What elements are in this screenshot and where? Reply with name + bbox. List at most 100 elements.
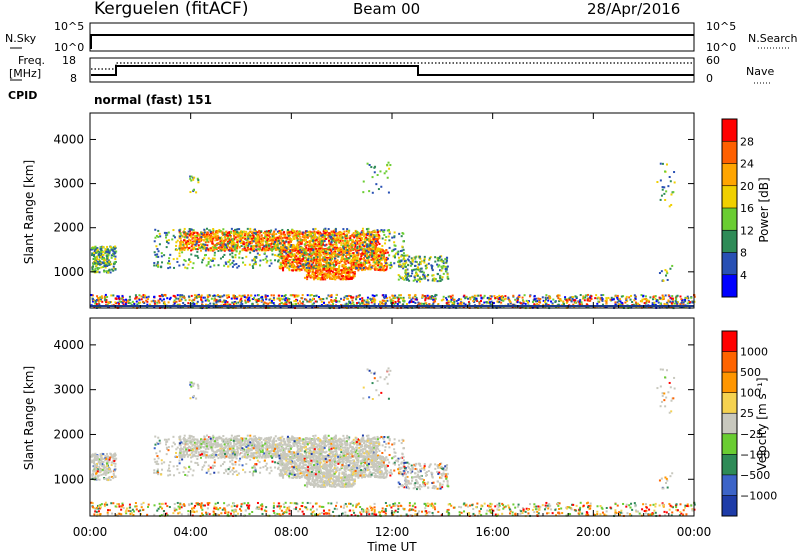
range-cell xyxy=(259,246,262,249)
range-cell xyxy=(379,300,382,303)
range-cell xyxy=(297,244,300,247)
range-cell xyxy=(403,262,406,265)
range-cell xyxy=(349,255,352,258)
range-cell xyxy=(154,236,157,239)
range-cell xyxy=(441,267,444,270)
range-cell xyxy=(214,246,217,249)
range-cell xyxy=(323,236,326,239)
range-cell xyxy=(375,243,378,246)
range-cell xyxy=(349,237,352,240)
range-cell xyxy=(335,293,338,296)
range-cell xyxy=(283,256,286,259)
range-cell xyxy=(281,265,284,268)
range-cell xyxy=(421,296,424,299)
range-cell xyxy=(228,240,231,243)
range-cell xyxy=(419,267,422,270)
range-cell xyxy=(274,246,277,249)
range-cell xyxy=(276,243,279,246)
range-cell xyxy=(641,300,644,303)
range-cell xyxy=(190,294,193,297)
range-cell xyxy=(349,239,352,242)
range-cell xyxy=(330,270,333,273)
range-cell xyxy=(363,263,366,266)
range-cell xyxy=(211,257,214,260)
range-cell xyxy=(415,271,418,274)
range-cell xyxy=(391,250,394,253)
range-cell xyxy=(341,264,344,267)
range-cell xyxy=(392,299,395,302)
range-cell xyxy=(392,248,395,251)
range-cell xyxy=(301,264,304,267)
range-cell xyxy=(411,269,414,272)
range-cell xyxy=(230,240,233,243)
range-cell xyxy=(219,244,222,247)
range-cell xyxy=(363,237,366,240)
range-cell xyxy=(305,266,308,269)
range-cell xyxy=(94,267,97,270)
range-cell xyxy=(219,300,222,303)
range-cell xyxy=(109,271,112,274)
range-cell xyxy=(384,239,387,242)
range-cell xyxy=(290,244,293,247)
range-cell xyxy=(357,254,360,257)
range-cell xyxy=(344,274,347,277)
range-cell xyxy=(409,264,412,267)
range-cell xyxy=(291,263,294,266)
range-cell xyxy=(278,242,281,245)
range-cell xyxy=(333,229,336,232)
range-cell xyxy=(364,254,367,257)
range-cell xyxy=(209,249,212,252)
range-cell xyxy=(442,298,445,301)
range-cell xyxy=(278,303,281,306)
range-cell xyxy=(366,245,369,248)
range-cell xyxy=(182,302,185,305)
range-cell xyxy=(291,229,294,232)
range-cell xyxy=(333,259,336,262)
range-cell xyxy=(305,235,308,238)
range-cell xyxy=(356,231,359,234)
range-cell xyxy=(106,245,109,248)
range-cell xyxy=(341,271,344,274)
range-cell xyxy=(207,299,210,302)
range-cell xyxy=(192,229,195,232)
range-cell xyxy=(183,231,186,234)
range-cell xyxy=(345,275,348,278)
range-cell xyxy=(338,241,341,244)
range-cell xyxy=(440,269,443,272)
range-cell xyxy=(344,257,347,260)
range-cell xyxy=(156,301,159,304)
range-cell xyxy=(348,247,351,250)
range-cell xyxy=(595,294,598,297)
range-cell xyxy=(342,253,345,256)
range-cell xyxy=(115,250,118,253)
range-cell xyxy=(140,298,143,301)
range-cell xyxy=(421,302,424,305)
range-cell xyxy=(360,237,363,240)
range-cell xyxy=(181,247,184,250)
range-cell xyxy=(244,299,247,302)
range-cell xyxy=(242,261,245,264)
range-cell xyxy=(398,259,401,262)
range-cell xyxy=(327,236,330,239)
range-cell xyxy=(199,236,202,239)
range-cell xyxy=(179,241,182,244)
range-cell xyxy=(214,231,217,234)
range-cell xyxy=(157,229,160,232)
range-cell xyxy=(365,260,368,263)
range-cell xyxy=(98,251,101,254)
range-cell xyxy=(372,239,375,242)
range-cell xyxy=(178,303,181,306)
range-cell xyxy=(323,244,326,247)
range-cell xyxy=(584,296,587,299)
range-cell xyxy=(293,296,296,299)
range-cell xyxy=(221,295,224,298)
range-cell xyxy=(409,300,412,303)
range-cell xyxy=(304,238,307,241)
range-cell xyxy=(227,294,230,297)
range-cell xyxy=(114,268,117,271)
range-cell xyxy=(297,252,300,255)
range-cell xyxy=(376,239,379,242)
range-cell xyxy=(254,255,257,258)
range-cell xyxy=(322,230,325,233)
range-cell xyxy=(605,302,608,305)
